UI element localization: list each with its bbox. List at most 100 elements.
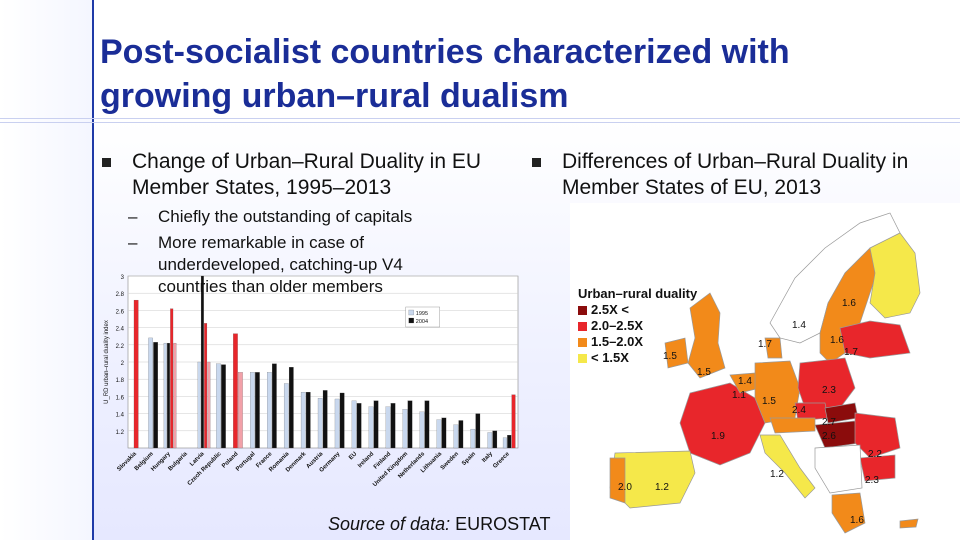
x-tick-label: EU (348, 451, 358, 461)
y-tick-label: 2.8 (116, 292, 125, 298)
bar-2004 (200, 275, 204, 449)
bar-1995 (216, 363, 221, 449)
map-country-bulgaria (859, 454, 896, 482)
map-label: 2.0 (618, 482, 632, 493)
bar-series2 (511, 394, 516, 449)
map-label: 1.4 (738, 376, 752, 387)
map-legend: Urban–rural duality 2.5X < 2.0–2.5X 1.5–… (578, 286, 697, 366)
map-country-portugal (609, 457, 626, 504)
legend-swatch (578, 305, 587, 315)
bar-2004 (356, 403, 362, 449)
bar-series2 (170, 308, 174, 449)
bar-2004 (167, 342, 170, 449)
x-tick-label: Greece (492, 451, 511, 470)
bar-2004 (424, 400, 430, 449)
map-country-cyprus (899, 518, 919, 529)
bar-2004 (492, 430, 498, 449)
source-label: Source of data: (328, 514, 451, 534)
map-country-ireland (664, 337, 689, 369)
bar-2004 (390, 403, 396, 449)
map-label: 1.5 (663, 351, 677, 362)
y-tick-label: 2.6 (116, 309, 125, 315)
chart-legend-swatch (408, 309, 414, 316)
y-tick-label: 1.6 (116, 395, 125, 401)
map-country-romania (854, 412, 901, 459)
bar-1995 (334, 398, 340, 449)
legend-swatch (578, 321, 587, 331)
bar-2004 (305, 391, 311, 449)
sub-bullet-text: More remarkable in case of underdevelope… (158, 233, 403, 296)
y-tick-label: 2 (121, 361, 125, 367)
bullet-square-icon (102, 158, 111, 167)
y-tick-label: 1.8 (116, 378, 125, 384)
map-label: 2.3 (865, 475, 879, 486)
bar-2004 (221, 364, 226, 449)
map-label: 2.4 (792, 405, 806, 416)
bar-1995 (283, 383, 289, 449)
sub-bullet-text: Chiefly the outstanding of capitals (158, 207, 413, 226)
duality-bar-chart: 1.2 1.4 1.6 1.8 2 2.2 2.4 2.6 2.8 3 U_RD urban–rur… (104, 275, 519, 488)
slide-title: Post-socialist countries characterized w… (100, 33, 790, 115)
map-country-greece (831, 492, 866, 534)
bar-1995 (317, 398, 323, 449)
bar-2004 (153, 342, 158, 449)
bar-1995 (197, 361, 201, 449)
bar-2004 (407, 400, 413, 449)
bar-series3 (207, 361, 211, 449)
map-label: 1.7 (758, 339, 772, 350)
x-tick-label: Bulgaria (168, 451, 190, 473)
y-axis-label: U_RD urban–rural duality index (104, 320, 110, 404)
dash-marker: – (128, 207, 138, 226)
bar-2004 (272, 363, 277, 449)
bar-1995 (487, 432, 493, 449)
bar-1995 (436, 419, 442, 449)
map-label: 1.5 (697, 367, 711, 378)
chart-legend-label: 2004 (416, 319, 428, 325)
bar-1995 (163, 342, 167, 449)
bullet-left: Change of Urban–Rural Duality in EU Memb… (102, 149, 532, 201)
map-legend-item: 2.0–2.5X (578, 318, 697, 334)
map-label: 1.5 (762, 396, 776, 407)
chart-legend-label: 1995 (416, 311, 428, 317)
legend-swatch (578, 337, 587, 347)
y-tick-label: 1.4 (116, 413, 125, 419)
bar-series3 (238, 372, 243, 449)
bullet-square-icon (532, 158, 541, 167)
map-label: 2.7 (822, 417, 836, 428)
map-legend-item: 2.5X < (578, 302, 697, 318)
x-tick-label: Spain (461, 451, 477, 467)
bar-1995 (300, 391, 306, 449)
bar-1995 (453, 424, 459, 449)
bar-1995 (351, 400, 357, 449)
legend-label: 1.5–2.0X (591, 334, 644, 349)
sub-bullet-2: – More remarkable in case of underdevelo… (128, 232, 468, 298)
x-tick-label: Czech Republic (187, 451, 223, 487)
y-tick-label: 2.2 (116, 344, 125, 350)
bar-2004 (339, 392, 345, 449)
slide-left-margin (0, 0, 92, 540)
bar-1995 (385, 406, 391, 449)
map-label: 1.7 (844, 347, 858, 358)
chart-legend-swatch (408, 317, 414, 324)
bar-2004 (322, 390, 328, 449)
bar-2004 (255, 372, 260, 449)
map-country-sweden (819, 247, 881, 364)
bar-2004 (475, 413, 481, 449)
map-label: 1.4 (792, 320, 806, 331)
bar-1995 (267, 372, 272, 449)
source-value: EUROSTAT (455, 514, 551, 534)
sub-bullet-1: – Chiefly the outstanding of capitals (128, 206, 468, 228)
map-label: 1.1 (732, 390, 746, 401)
eu-duality-map: 1.6 1.4 1.7 1.6 1.7 1.5 1.5 1.4 2.3 1.1 … (570, 203, 960, 540)
map-legend-item: 1.5–2.0X (578, 334, 697, 350)
source-note: Source of data: EUROSTAT (328, 514, 550, 535)
slide-horizontal-rule (0, 118, 960, 119)
slide-vertical-rule (92, 0, 94, 540)
map-country-baltics (839, 320, 911, 359)
slide-horizontal-rule-2 (0, 122, 960, 123)
bar-1995 (470, 428, 476, 449)
map-country-denmark (764, 337, 783, 359)
map-country-uk (687, 292, 726, 379)
x-tick-label: Sweden (440, 451, 461, 472)
map-label: 2.6 (822, 431, 836, 442)
